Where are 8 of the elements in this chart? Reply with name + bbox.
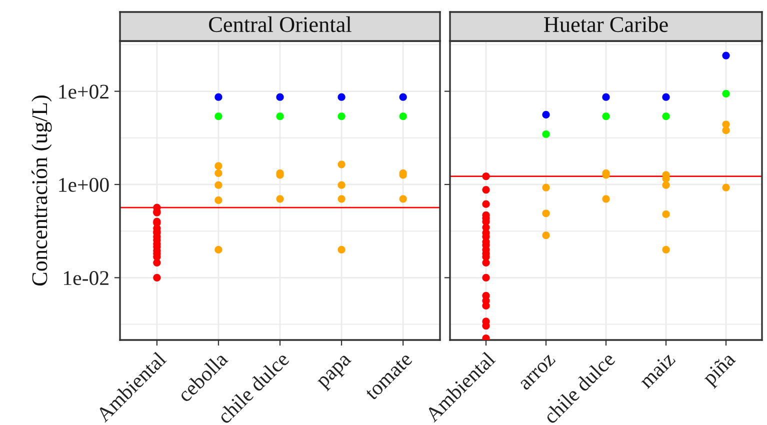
y-tick-label: 1e-02 — [64, 271, 108, 286]
chart-title: Huetar Caribe — [544, 16, 668, 32]
y-tick-label: 1e+02 — [59, 84, 108, 99]
x-tick-label: maiz — [638, 351, 676, 390]
y-tick-label: 1e+00 — [59, 178, 109, 192]
x-tick-label: piña — [701, 350, 740, 389]
y-axis-title: Concentración (ug/L) — [32, 96, 52, 286]
chart-title: Central Oriental — [209, 16, 352, 32]
